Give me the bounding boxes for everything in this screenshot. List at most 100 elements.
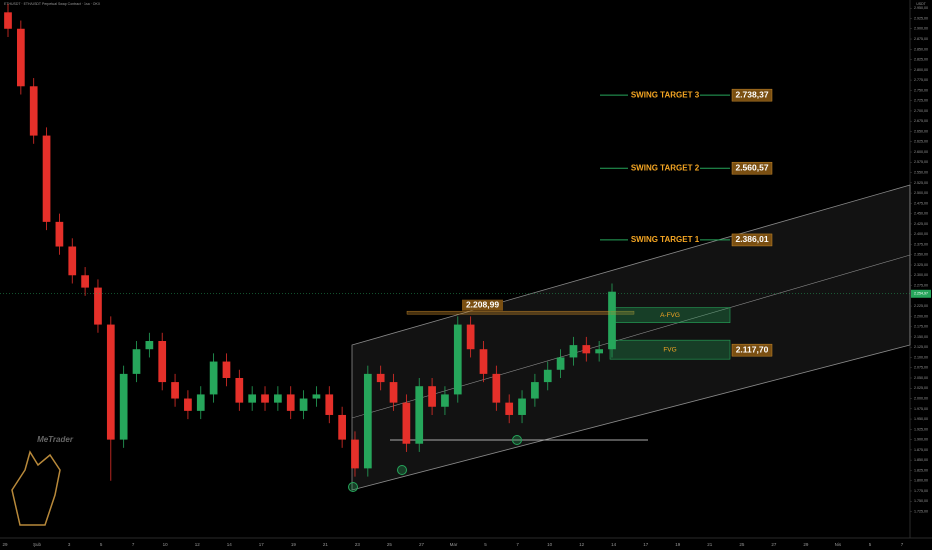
x-tick-label: 27: [419, 542, 425, 547]
x-tick-label: 23: [355, 542, 361, 547]
x-tick-label: 25: [739, 542, 745, 547]
price-box: [731, 88, 773, 102]
x-tick-label: 21: [323, 542, 329, 547]
y-tick-label: 1.825,00: [914, 468, 928, 472]
y-tick-label: 2.550,00: [914, 171, 928, 175]
candle-body: [235, 377, 244, 403]
x-tick-label: 3: [68, 542, 71, 547]
candle-body: [518, 398, 526, 415]
x-tick-label: 7: [516, 542, 519, 547]
low-marker: [397, 465, 407, 475]
y-tick-label: 2.275,00: [914, 283, 928, 287]
x-tick-label: Mar: [450, 542, 458, 547]
x-tick-label: 29: [803, 542, 809, 547]
y-tick-label: 1.750,00: [914, 499, 928, 503]
candle-body: [415, 386, 424, 444]
fvg-label: FVG: [663, 346, 676, 353]
candle-body: [505, 402, 514, 415]
x-tick-label: 10: [163, 542, 169, 547]
candle-body: [569, 345, 578, 358]
target-label-bg: [628, 90, 700, 101]
y-tick-label: 1.950,00: [914, 417, 928, 421]
y-tick-label: 2.700,00: [914, 109, 928, 113]
x-tick-label: 17: [259, 542, 265, 547]
x-tick-label: 7: [132, 542, 135, 547]
candle-body: [338, 414, 346, 440]
x-tick-label: 5: [869, 542, 872, 547]
candle-body: [286, 394, 295, 411]
x-tick-label: 12: [195, 542, 201, 547]
candle-body: [543, 369, 552, 383]
y-tick-label: 2.075,00: [914, 366, 928, 370]
x-tick-label: 5: [100, 542, 103, 547]
y-tick-label: 2.300,00: [914, 273, 928, 277]
candle-body: [261, 394, 269, 403]
y-tick-label: 2.650,00: [914, 129, 928, 133]
y-tick-label: 2.500,00: [914, 191, 928, 195]
candle-body: [29, 86, 38, 136]
candle-body: [402, 402, 411, 444]
candle-body: [55, 221, 64, 247]
candle-body: [248, 394, 257, 403]
candle-body: [132, 349, 141, 374]
candle-body: [428, 386, 436, 407]
y-tick-label: 2.825,00: [914, 58, 928, 62]
candle-body: [184, 398, 192, 411]
y-tick-label: 2.775,00: [914, 78, 928, 82]
currency: USDT: [916, 2, 926, 6]
candle-body: [466, 324, 475, 350]
target-label: SWING TARGET 1: [631, 235, 700, 244]
y-tick-label: 1.975,00: [914, 407, 928, 411]
y-tick-label: 2.475,00: [914, 201, 928, 205]
candle-body: [351, 439, 359, 469]
candle-body: [582, 345, 591, 354]
x-tick-label: 5: [484, 542, 487, 547]
y-tick-label: 2.225,00: [914, 304, 928, 308]
current-price-label: 2.254,97: [914, 292, 928, 296]
candle-body: [389, 382, 398, 403]
y-tick-label: 2.150,00: [914, 335, 928, 339]
candle-body: [531, 382, 539, 399]
x-tick-label: 14: [227, 542, 233, 547]
target-label: SWING TARGET 3: [631, 90, 700, 99]
y-tick-label: 2.725,00: [914, 99, 928, 103]
y-tick-label: 1.725,00: [914, 509, 928, 513]
y-tick-label: 2.925,00: [914, 16, 928, 20]
y-tick-label: 2.450,00: [914, 212, 928, 216]
watermark: MeTrader: [37, 435, 74, 444]
candle-body: [479, 349, 488, 374]
y-tick-label: 2.175,00: [914, 325, 928, 329]
y-tick-label: 2.200,00: [914, 314, 928, 318]
target-label-bg: [628, 163, 700, 174]
y-tick-label: 2.625,00: [914, 140, 928, 144]
price-label: 2.560,57: [735, 162, 768, 172]
y-tick-label: 2.000,00: [914, 396, 928, 400]
x-tick-label: 12: [579, 542, 585, 547]
price-label: 2.386,01: [735, 234, 768, 244]
low-marker: [512, 435, 522, 445]
y-tick-label: 2.850,00: [914, 47, 928, 51]
y-tick-label: 2.050,00: [914, 376, 928, 380]
y-tick-label: 2.125,00: [914, 345, 928, 349]
y-tick-label: 2.600,00: [914, 150, 928, 154]
x-tick-label: 10: [547, 542, 553, 547]
chart-title: ETHUSDT · ETH/USDT Perpetual Swap Contra…: [4, 2, 101, 6]
candle-body: [274, 394, 282, 403]
x-tick-label: Şub: [33, 542, 42, 547]
y-tick-label: 1.875,00: [914, 448, 928, 452]
x-tick-label: 17: [643, 542, 649, 547]
a-fvg-label: A-FVG: [660, 312, 680, 319]
logo: [11, 450, 61, 526]
x-tick-label: 7: [901, 542, 904, 547]
y-tick-label: 2.800,00: [914, 68, 928, 72]
y-tick-label: 2.950,00: [914, 6, 928, 10]
y-tick-label: 2.750,00: [914, 88, 928, 92]
candle-body: [4, 12, 12, 29]
candle-body: [196, 394, 205, 411]
price-box: [731, 161, 773, 175]
y-tick-label: 2.350,00: [914, 253, 928, 257]
target-label: SWING TARGET 2: [631, 163, 700, 172]
y-tick-label: 2.025,00: [914, 386, 928, 390]
fvg-box: [609, 339, 731, 360]
y-tick-label: 2.400,00: [914, 232, 928, 236]
